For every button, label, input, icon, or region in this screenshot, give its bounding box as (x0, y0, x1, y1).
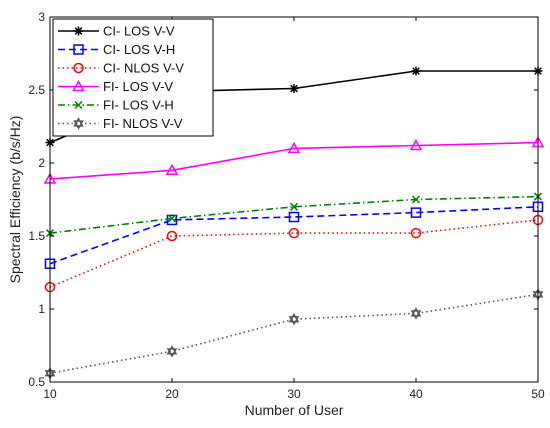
legend-item-6-label: FI- NLOS V-V (103, 116, 183, 131)
series-1-point-3 (289, 84, 299, 94)
series-6-point-2-up (166, 345, 178, 355)
legend-item-5-marker (74, 100, 83, 110)
y-tick-label-6: 3 (38, 10, 45, 24)
x-tick-label-4: 40 (409, 387, 423, 401)
series-5-point-3 (289, 202, 299, 211)
legend-item-6-marker (73, 117, 84, 130)
legend: CI- LOS V-V CI- LOS V-H CI- NLOS V-V FI- LO… (52, 18, 214, 137)
legend-item-2-label: CI- LOS V-H (103, 42, 175, 57)
y-tick-label-5: 2.5 (28, 83, 45, 97)
legend-item-6: FI- NLOS V-V (58, 116, 183, 131)
series-2-point-4 (410, 207, 422, 218)
series-6-point-2 (166, 345, 178, 358)
series-5-line (49, 195, 539, 234)
legend-item-3-label: CI- NLOS V-V (103, 61, 184, 76)
x-tick-label-2: 20 (165, 387, 179, 401)
series-6-point-3 (288, 313, 300, 326)
y-tick-label-4: 2 (38, 156, 45, 170)
series-4-point-4 (409, 138, 423, 151)
series-1-point-4 (411, 66, 421, 76)
legend-item-1: CI- LOS V-V (58, 24, 175, 39)
series-6-point-4-down (410, 310, 422, 320)
legend-item-3-marker (73, 62, 84, 74)
series-3-point-2 (166, 230, 178, 242)
y-tick-label-3: 1.5 (28, 229, 45, 243)
series-4-point-3 (287, 141, 301, 154)
legend-item-4-label: FI- LOS V-V (103, 79, 173, 94)
y-tick-label-1: 0.5 (28, 375, 45, 389)
series-2-point-3 (288, 211, 300, 223)
legend-box (52, 18, 214, 137)
series-6-point-4 (410, 307, 422, 320)
series-2 (44, 201, 544, 269)
x-tick-label-3: 30 (287, 387, 301, 401)
series-4-point-2 (165, 163, 179, 176)
x-axis-label: Number of User (245, 402, 344, 418)
series-6-point-3-up (288, 313, 300, 323)
series-6-point-4-up (410, 307, 422, 317)
legend-item-4-marker (72, 79, 85, 92)
legend-item-2: CI- LOS V-H (58, 42, 175, 57)
series-3-point-3 (288, 227, 300, 239)
y-axis-label: Spectral Efficiency (b/s/Hz) (7, 116, 23, 284)
series-5-point-2 (167, 214, 177, 223)
legend-item-5-label: FI- LOS V-H (103, 98, 174, 113)
x-tick-label-5: 50 (531, 387, 545, 401)
series-4-line (49, 141, 539, 180)
x-tick-label-1: 10 (43, 387, 57, 401)
axes-layer: 10 20 30 40 50 0.5 1 1.5 2 2.5 3 (28, 10, 545, 401)
legend-item-2-marker (73, 44, 84, 55)
series-2-point-2 (166, 214, 178, 226)
series-3-point-4 (410, 227, 422, 239)
legend-item-4: FI- LOS V-V (58, 79, 173, 94)
series-5-point-4 (411, 195, 421, 204)
legend-item-6-marker-down (73, 120, 84, 130)
series-6-point-2-down (166, 348, 178, 358)
legend-item-1-marker (74, 26, 83, 36)
legend-item-1-label: CI- LOS V-V (103, 24, 175, 39)
legend-item-3: CI- NLOS V-V (58, 61, 184, 76)
legend-item-6-marker-up (73, 117, 84, 127)
series-6-point-3-down (288, 316, 300, 326)
legend-item-5: FI- LOS V-H (58, 98, 174, 113)
y-tick-label-2: 1 (38, 302, 45, 316)
